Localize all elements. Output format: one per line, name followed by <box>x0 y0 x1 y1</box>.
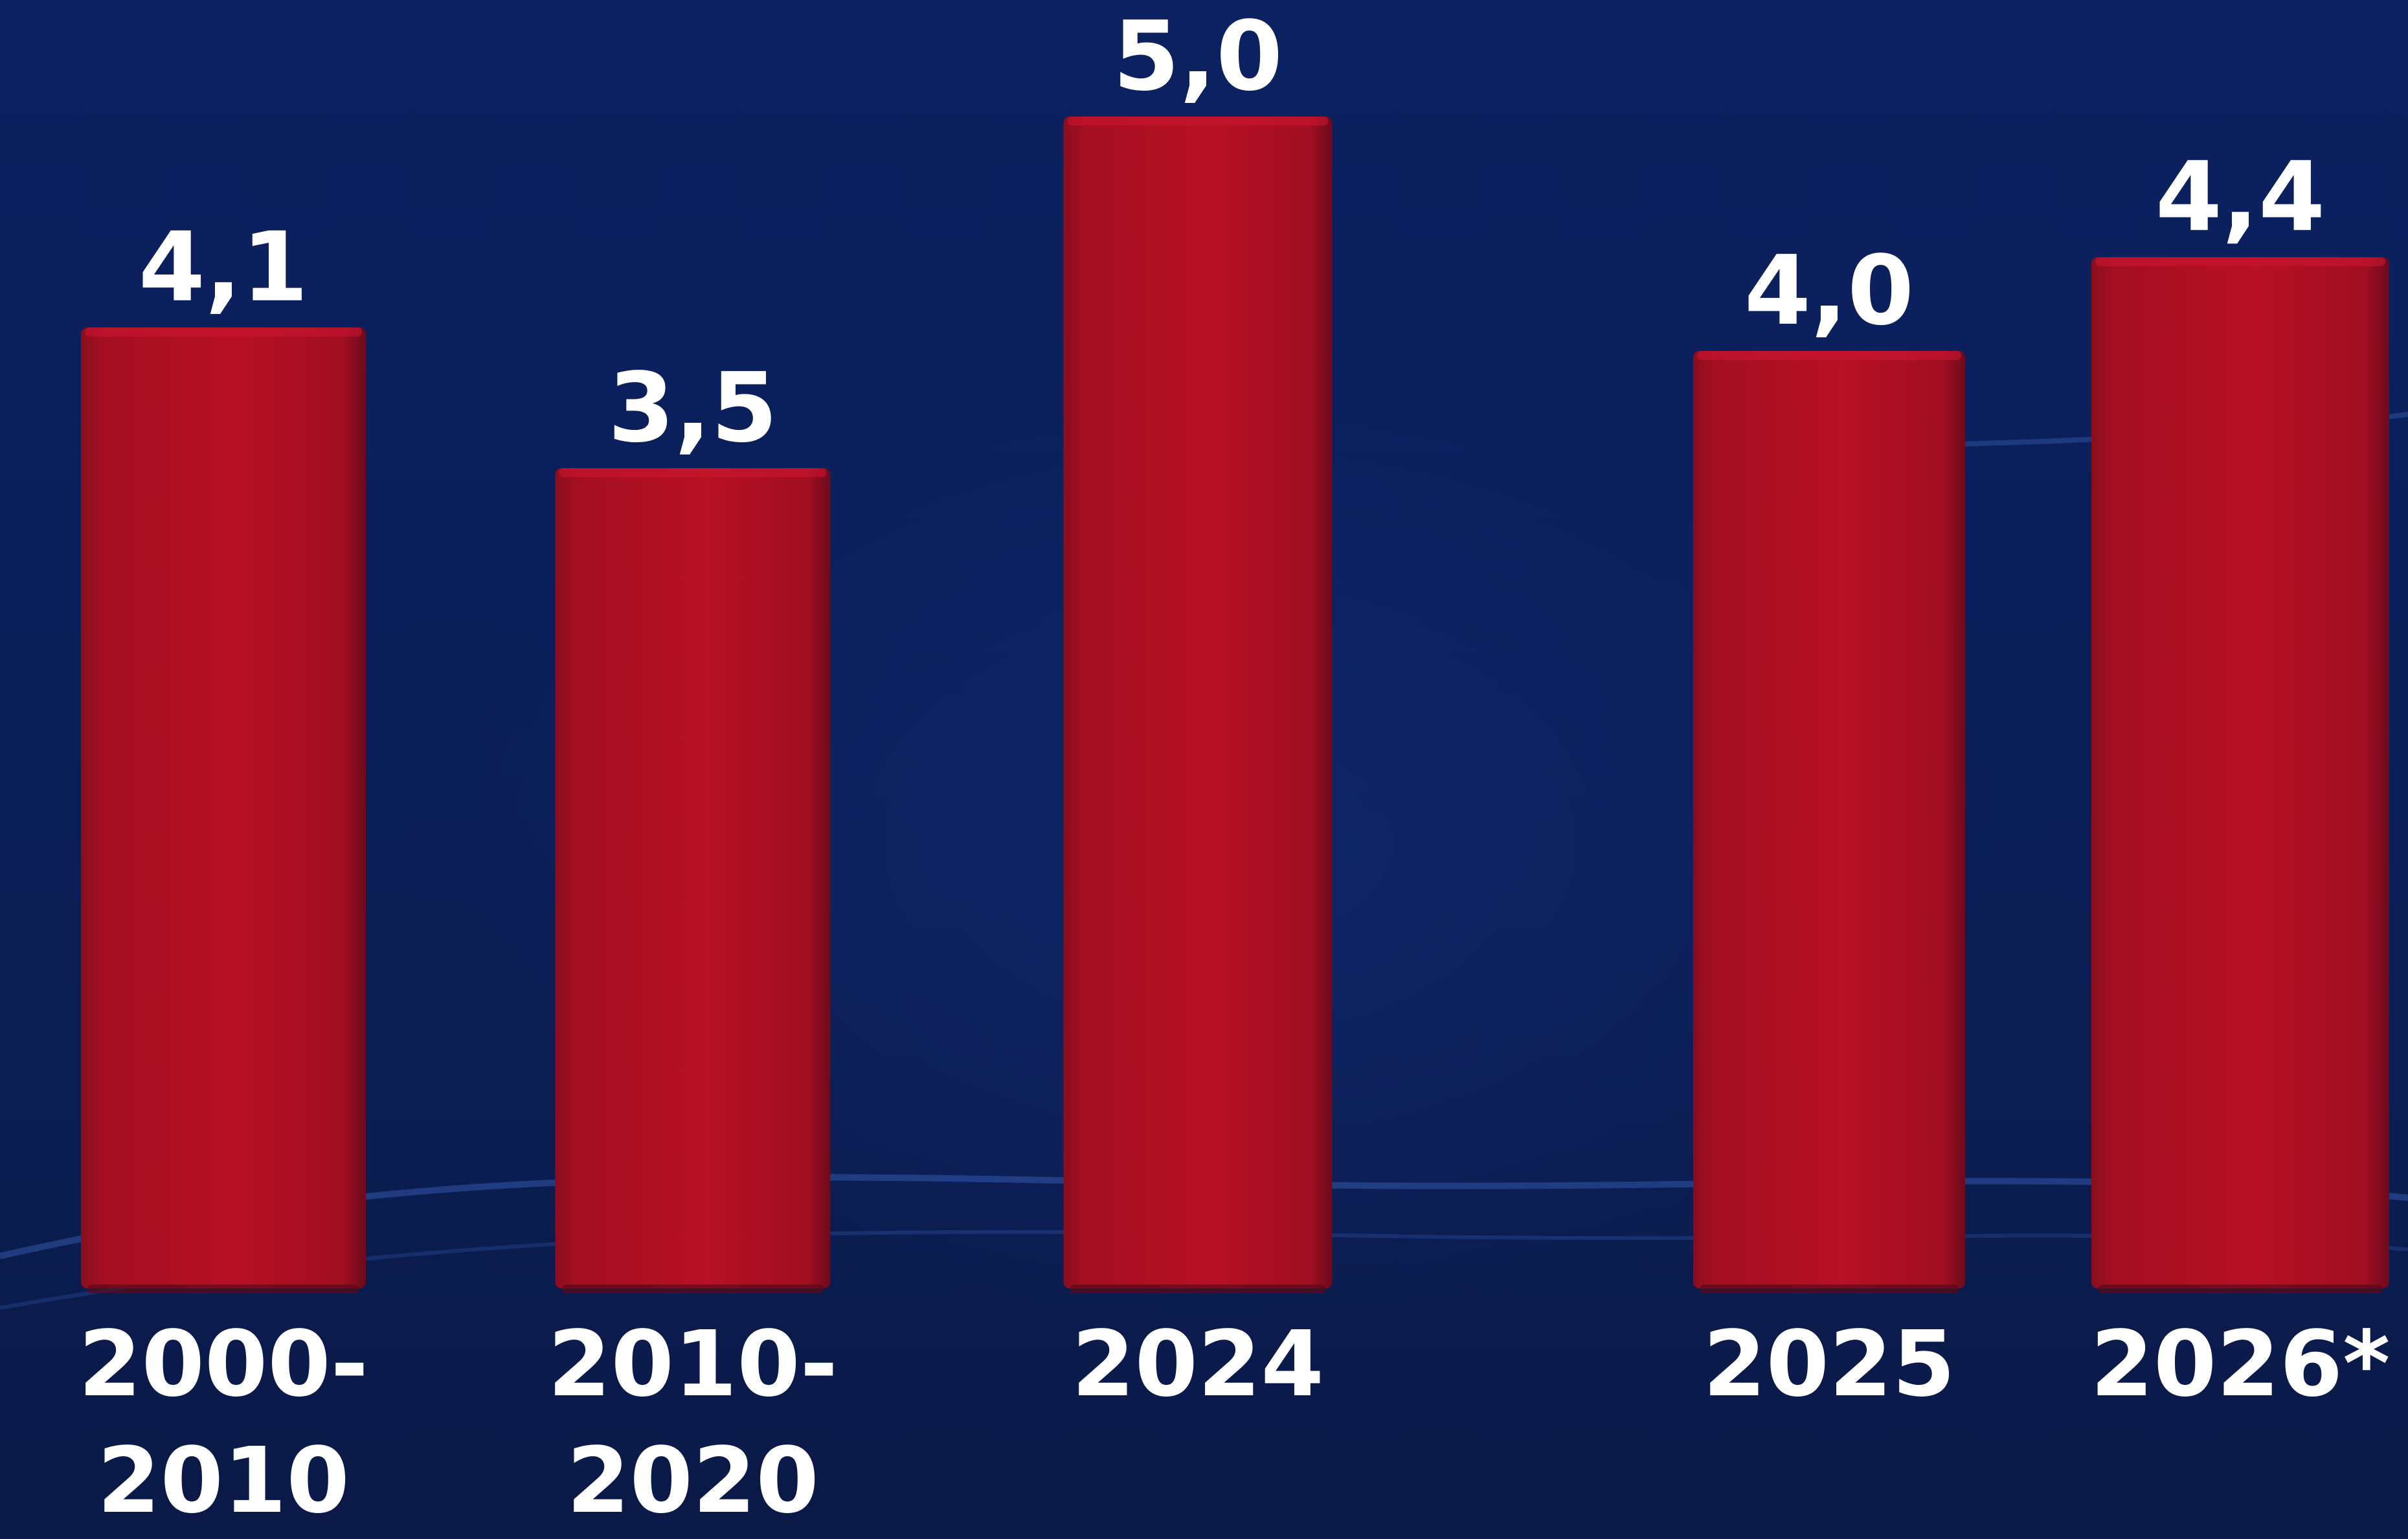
category-label: 2025 <box>1703 1312 1955 1417</box>
bar-3 <box>1693 351 1965 1294</box>
category-label: 2010- <box>548 1312 838 1417</box>
value-label: 3,5 <box>608 352 778 464</box>
bar-face <box>1693 351 1965 1288</box>
category-label: 2026* <box>2091 1312 2391 1417</box>
bar-face <box>2091 257 2389 1289</box>
category-label: 2020 <box>567 1428 819 1534</box>
value-label: 4,0 <box>1744 235 1914 346</box>
bar-top-highlight <box>85 327 362 337</box>
value-label: 5,0 <box>1113 1 1283 112</box>
bar-2 <box>1063 117 1333 1294</box>
bar-base-shadow <box>561 1285 824 1294</box>
bar-4 <box>2091 257 2389 1294</box>
bar-top-highlight <box>1067 117 1329 126</box>
bar-1 <box>555 468 831 1294</box>
bar-face <box>1063 117 1333 1288</box>
category-label: 2010 <box>97 1428 350 1534</box>
bar-0 <box>81 327 366 1294</box>
category-label: 2024 <box>1072 1312 1324 1417</box>
bar-base-shadow <box>2098 1285 2383 1294</box>
category-label: 2000- <box>78 1312 368 1417</box>
bar-face <box>81 327 366 1288</box>
bar-top-highlight <box>2095 257 2385 267</box>
bar-face <box>555 468 831 1288</box>
bar-base-shadow <box>87 1285 359 1294</box>
bar-top-highlight <box>1697 351 1961 360</box>
value-label: 4,1 <box>139 212 308 323</box>
bar-base-shadow <box>1700 1285 1959 1294</box>
bar-base-shadow <box>1070 1285 1326 1294</box>
bar-top-highlight <box>559 468 827 477</box>
value-label: 4,4 <box>2155 141 2325 253</box>
